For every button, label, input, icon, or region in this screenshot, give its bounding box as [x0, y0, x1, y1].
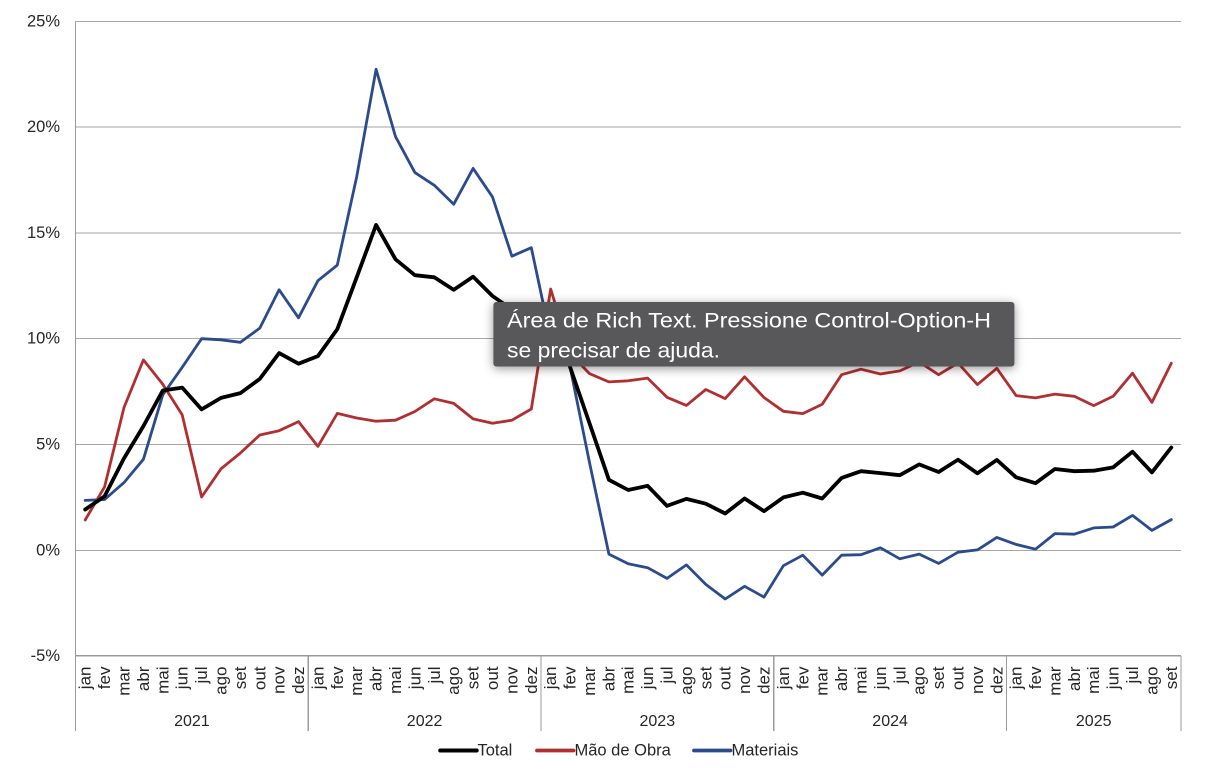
svg-text:set: set — [231, 666, 250, 689]
svg-text:mar: mar — [347, 666, 366, 696]
svg-text:out: out — [949, 666, 968, 690]
svg-text:mar: mar — [580, 666, 599, 696]
svg-text:ago: ago — [677, 667, 696, 695]
svg-text:set: set — [696, 666, 715, 689]
svg-text:mai: mai — [153, 667, 172, 694]
svg-text:fev: fev — [561, 666, 580, 689]
svg-text:abr: abr — [832, 666, 851, 691]
svg-text:nov: nov — [270, 666, 289, 694]
svg-text:-5%: -5% — [31, 647, 61, 665]
svg-text:fev: fev — [95, 666, 114, 689]
svg-text:mai: mai — [852, 667, 871, 694]
svg-text:mar: mar — [1045, 666, 1064, 696]
svg-text:mai: mai — [619, 667, 638, 694]
svg-text:2021: 2021 — [174, 713, 210, 730]
svg-text:dez: dez — [289, 667, 308, 694]
svg-text:fev: fev — [793, 666, 812, 689]
svg-text:out: out — [483, 666, 502, 690]
svg-text:Mão de Obra: Mão de Obra — [575, 742, 672, 760]
svg-text:abr: abr — [367, 666, 386, 691]
svg-text:jun: jun — [871, 667, 890, 691]
svg-text:jun: jun — [173, 667, 192, 691]
svg-text:2024: 2024 — [872, 713, 908, 730]
svg-text:nov: nov — [968, 666, 987, 694]
svg-text:mai: mai — [1084, 667, 1103, 694]
svg-text:fev: fev — [328, 666, 347, 689]
svg-text:20%: 20% — [27, 118, 60, 136]
svg-text:jan: jan — [308, 667, 327, 691]
svg-text:5%: 5% — [36, 436, 60, 454]
svg-text:0%: 0% — [36, 541, 60, 559]
svg-text:jul: jul — [1123, 667, 1142, 685]
svg-text:abr: abr — [599, 666, 618, 691]
svg-text:nov: nov — [735, 666, 754, 694]
svg-text:out: out — [716, 666, 735, 690]
svg-text:ago: ago — [444, 667, 463, 695]
svg-text:jul: jul — [192, 667, 211, 685]
svg-text:2025: 2025 — [1076, 713, 1112, 730]
svg-text:jan: jan — [76, 667, 95, 691]
svg-text:set: set — [464, 666, 483, 689]
svg-text:ago: ago — [910, 667, 929, 695]
svg-text:15%: 15% — [27, 224, 60, 242]
svg-text:ago: ago — [1142, 667, 1161, 695]
svg-text:jun: jun — [1104, 667, 1123, 691]
svg-text:nov: nov — [502, 666, 521, 694]
svg-text:ago: ago — [212, 667, 231, 695]
svg-text:jan: jan — [774, 667, 793, 691]
svg-text:set: set — [929, 666, 948, 689]
svg-text:out: out — [250, 666, 269, 690]
svg-text:mar: mar — [115, 666, 134, 696]
svg-text:jan: jan — [1007, 667, 1026, 691]
svg-text:25%: 25% — [27, 12, 60, 30]
svg-text:2023: 2023 — [640, 713, 676, 730]
svg-text:set: set — [1162, 666, 1181, 689]
svg-text:Total: Total — [478, 742, 513, 760]
svg-text:Área de Rich Text. Pressione C: Área de Rich Text. Pressione Control-Opt… — [507, 308, 991, 333]
svg-text:2022: 2022 — [407, 713, 443, 730]
svg-text:jun: jun — [638, 667, 657, 691]
svg-text:dez: dez — [522, 667, 541, 694]
svg-text:Materiais: Materiais — [732, 742, 799, 760]
svg-text:mar: mar — [813, 666, 832, 696]
svg-text:dez: dez — [987, 667, 1006, 694]
svg-text:jul: jul — [890, 667, 909, 685]
svg-text:fev: fev — [1026, 666, 1045, 689]
svg-text:se precisar de ajuda.: se precisar de ajuda. — [507, 339, 720, 363]
svg-text:mai: mai — [386, 667, 405, 694]
svg-text:jul: jul — [658, 667, 677, 685]
svg-text:10%: 10% — [27, 330, 60, 348]
svg-text:abr: abr — [1065, 666, 1084, 691]
svg-text:jun: jun — [405, 667, 424, 691]
svg-text:abr: abr — [134, 666, 153, 691]
svg-text:jul: jul — [425, 667, 444, 685]
svg-text:dez: dez — [755, 667, 774, 694]
svg-text:jan: jan — [541, 667, 560, 691]
